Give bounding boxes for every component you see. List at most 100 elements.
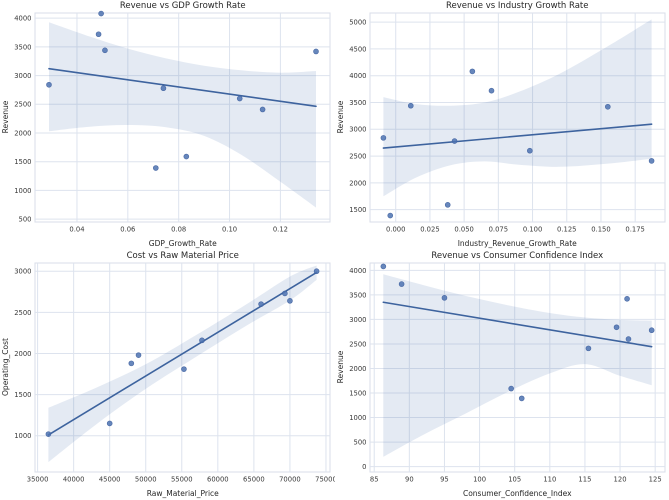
y-tick-label: 3500 xyxy=(14,43,31,51)
data-point xyxy=(313,48,319,55)
data-point xyxy=(444,202,451,208)
y-tick-label: 4000 xyxy=(14,15,31,23)
x-tick-label: 75000 xyxy=(315,476,334,484)
chart-panel-revenue-vs-consumer-confidence: Revenue vs Consumer Confidence Index Rev… xyxy=(335,250,669,500)
confidence-interval-band xyxy=(382,274,652,457)
data-point xyxy=(398,281,404,287)
y-tick-label: 0 xyxy=(362,463,366,471)
chart-title: Revenue vs Consumer Confidence Index xyxy=(431,251,604,261)
data-point xyxy=(236,95,243,102)
x-tick-label: 95 xyxy=(440,476,449,484)
chart-title: Cost vs Raw Material Price xyxy=(126,251,239,261)
data-point xyxy=(152,165,159,171)
x-tick-label: 85 xyxy=(369,476,378,484)
scatter-regression-plot: 35000 40000 45000 50000 55000 60000 65000 70000… xyxy=(14,262,335,484)
scatter-regression-plot: 85 90 95 100 105 110 115 120 125 0 500 1000 1500 2000… xyxy=(349,262,665,484)
y-tick-label: 3000 xyxy=(349,126,366,134)
x-tick-label: 40000 xyxy=(63,476,85,484)
data-point xyxy=(604,103,611,110)
data-point xyxy=(135,352,142,358)
y-tick-label: 1500 xyxy=(14,391,31,399)
y-tick-label: 500 xyxy=(353,438,366,446)
y-tick-label: 2500 xyxy=(349,340,366,348)
x-tick-label: 0.025 xyxy=(420,226,439,234)
data-point xyxy=(469,68,475,75)
data-point xyxy=(625,336,631,342)
x-tick-label: 115 xyxy=(578,476,591,484)
x-tick-label: 110 xyxy=(543,476,556,484)
data-point xyxy=(407,102,414,109)
data-point xyxy=(46,81,52,88)
y-tick-label: 5000 xyxy=(349,19,366,27)
y-tick-label: 1000 xyxy=(14,432,31,440)
x-tick-label: 70000 xyxy=(279,476,301,484)
data-point xyxy=(386,212,393,219)
y-tick-label: 1000 xyxy=(349,414,366,422)
data-point xyxy=(160,85,167,92)
y-tick-label: 2000 xyxy=(349,365,366,373)
y-tick-label: 2500 xyxy=(14,309,31,317)
x-tick-label: 50000 xyxy=(135,476,157,484)
y-tick-label: 1000 xyxy=(14,187,31,195)
x-tick-label: 105 xyxy=(508,476,521,484)
y-tick-label: 3500 xyxy=(349,291,366,299)
data-point xyxy=(181,366,187,372)
data-point xyxy=(282,290,288,297)
regression-line xyxy=(48,67,317,108)
x-tick-label: 120 xyxy=(613,476,626,484)
x-tick-label: 0.06 xyxy=(120,226,135,234)
chart-panel-revenue-vs-gdp: Revenue vs GDP Growth Rate Revenue GDP_G… xyxy=(0,0,335,250)
data-point xyxy=(95,31,102,38)
y-tick-label: 3000 xyxy=(14,268,31,276)
x-tick-label: 60000 xyxy=(207,476,229,484)
data-point xyxy=(258,301,264,307)
regression-line xyxy=(47,271,318,436)
x-tick-label: 0.10 xyxy=(222,226,237,234)
data-point xyxy=(313,268,320,275)
data-point xyxy=(623,296,630,302)
scatter-regression-plot: 0.000 0.025 0.050 0.075 0.100 0.125 0.150 0.175… xyxy=(349,12,665,234)
data-point xyxy=(526,147,533,154)
data-point xyxy=(199,337,205,344)
x-tick-label: 125 xyxy=(648,476,661,484)
data-point xyxy=(106,420,113,427)
x-tick-label: 0.08 xyxy=(171,226,186,234)
x-tick-label: 0.125 xyxy=(557,226,576,234)
confidence-interval-band xyxy=(48,265,317,463)
y-tick-label: 2000 xyxy=(14,350,31,358)
y-tick-label: 1500 xyxy=(349,206,366,214)
y-tick-label: 4500 xyxy=(349,45,366,53)
x-axis-label: Consumer_Confidence_Index xyxy=(462,489,572,498)
x-tick-label: 45000 xyxy=(99,476,121,484)
chart-panel-revenue-vs-industry: Revenue vs Industry Growth Rate Revenue … xyxy=(335,0,669,250)
data-point xyxy=(98,10,104,17)
y-tick-label: 2500 xyxy=(349,152,366,160)
x-tick-label: 0.150 xyxy=(591,226,610,234)
x-tick-label: 0.12 xyxy=(273,226,288,234)
data-point xyxy=(287,298,293,304)
data-point xyxy=(102,47,108,54)
chart-title: Revenue vs Industry Growth Rate xyxy=(445,1,589,11)
x-tick-label: 55000 xyxy=(171,476,193,484)
y-tick-label: 3000 xyxy=(349,316,366,324)
y-tick-label: 2000 xyxy=(14,129,31,137)
y-tick-label: 4000 xyxy=(349,267,366,275)
x-tick-label: 65000 xyxy=(243,476,265,484)
y-tick-label: 1500 xyxy=(349,389,366,397)
x-tick-label: 0.175 xyxy=(625,226,644,234)
x-axis-label: GDP_Growth_Rate xyxy=(148,239,217,248)
x-tick-label: 0.04 xyxy=(69,226,84,234)
confidence-interval-band xyxy=(49,22,316,208)
y-tick-label: 2000 xyxy=(349,179,366,187)
data-point xyxy=(380,135,386,141)
regression-line xyxy=(382,301,652,348)
x-tick-label: 0.000 xyxy=(385,226,404,234)
data-point xyxy=(45,431,52,437)
data-point xyxy=(488,87,494,94)
data-point xyxy=(380,263,386,270)
y-tick-label: 500 xyxy=(19,216,32,224)
x-tick-label: 0.100 xyxy=(522,226,541,234)
y-tick-label: 1500 xyxy=(14,158,31,166)
x-tick-label: 0.075 xyxy=(488,226,507,234)
